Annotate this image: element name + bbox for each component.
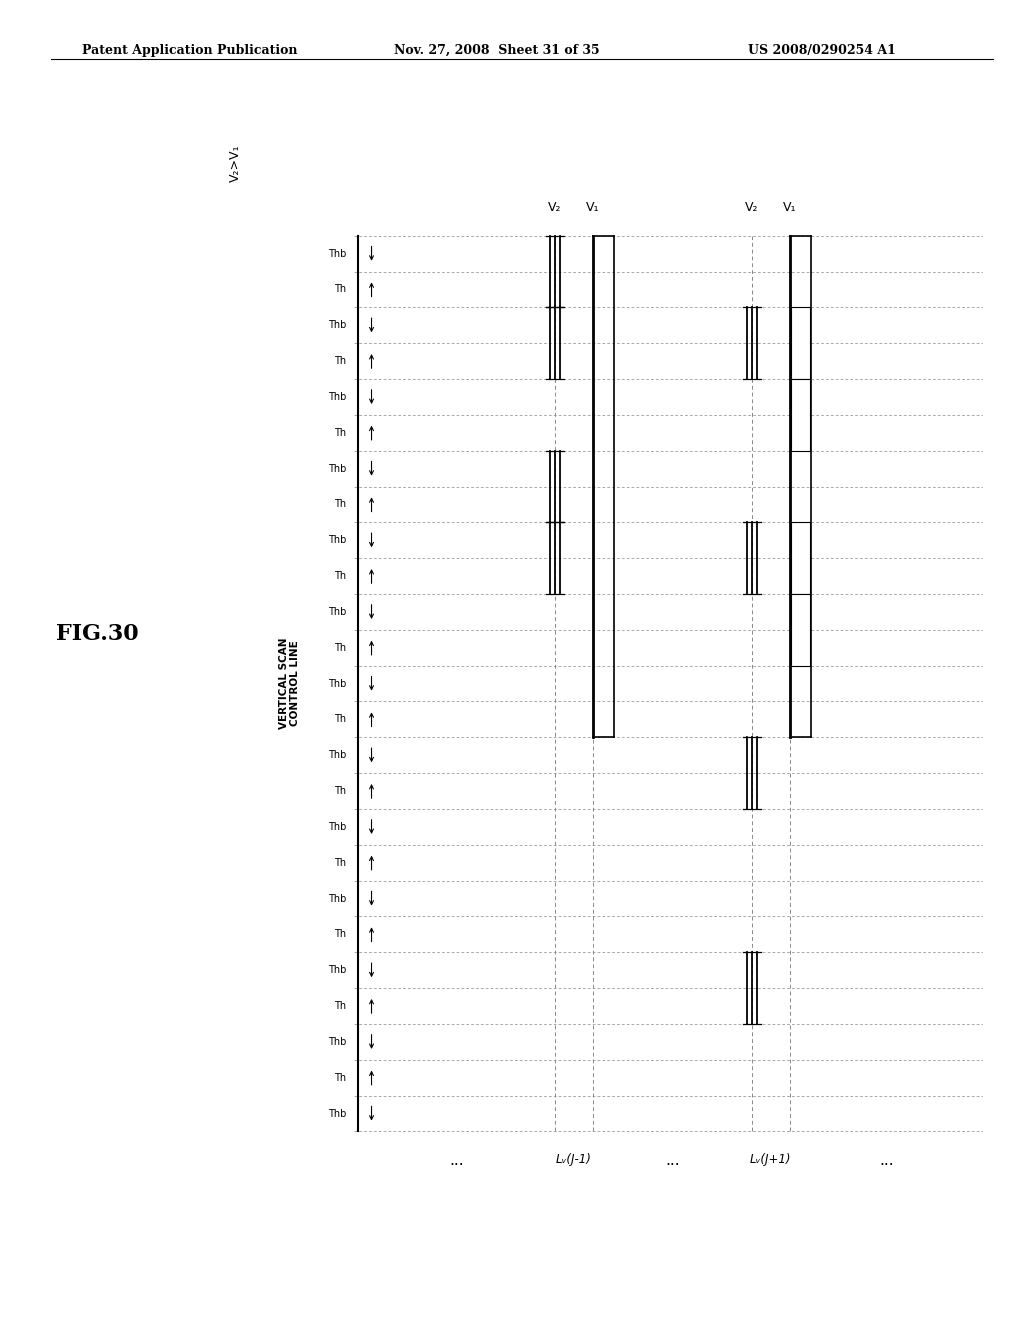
Bar bbox=[792, 308, 810, 379]
Text: Th: Th bbox=[335, 714, 346, 725]
Text: Lᵥ(J+1): Lᵥ(J+1) bbox=[751, 1152, 792, 1166]
Text: Thb: Thb bbox=[328, 607, 346, 616]
Text: V₁: V₁ bbox=[783, 201, 797, 214]
Text: Thb: Thb bbox=[328, 678, 346, 689]
Text: Th: Th bbox=[335, 499, 346, 510]
Text: Th: Th bbox=[335, 785, 346, 796]
Text: Th: Th bbox=[335, 643, 346, 653]
Text: ...: ... bbox=[665, 1152, 680, 1168]
Text: Th: Th bbox=[335, 356, 346, 366]
Text: Thb: Thb bbox=[328, 965, 346, 975]
Text: Thb: Thb bbox=[328, 1109, 346, 1118]
Bar bbox=[792, 379, 810, 450]
Text: US 2008/0290254 A1: US 2008/0290254 A1 bbox=[748, 44, 895, 57]
Text: Lᵥ(J-1): Lᵥ(J-1) bbox=[556, 1152, 592, 1166]
Text: V₂>V₁: V₂>V₁ bbox=[229, 144, 242, 182]
Text: Th: Th bbox=[335, 1073, 346, 1082]
Text: Thb: Thb bbox=[328, 321, 346, 330]
Text: Thb: Thb bbox=[328, 392, 346, 403]
Text: ...: ... bbox=[880, 1152, 894, 1168]
Text: Thb: Thb bbox=[328, 1036, 346, 1047]
Text: FIG.30: FIG.30 bbox=[56, 623, 139, 644]
Text: Th: Th bbox=[335, 428, 346, 438]
Text: Th: Th bbox=[335, 929, 346, 940]
Text: Patent Application Publication: Patent Application Publication bbox=[82, 44, 297, 57]
Text: Th: Th bbox=[335, 1001, 346, 1011]
Text: VERTICAL SCAN
CONTROL LINE: VERTICAL SCAN CONTROL LINE bbox=[279, 638, 300, 730]
Text: Nov. 27, 2008  Sheet 31 of 35: Nov. 27, 2008 Sheet 31 of 35 bbox=[394, 44, 600, 57]
Text: Thb: Thb bbox=[328, 535, 346, 545]
Text: Thb: Thb bbox=[328, 822, 346, 832]
Text: V₂: V₂ bbox=[745, 201, 759, 214]
Bar bbox=[792, 594, 810, 665]
Bar bbox=[792, 523, 810, 594]
Text: Thb: Thb bbox=[328, 894, 346, 904]
Text: Th: Th bbox=[335, 572, 346, 581]
Text: V₁: V₁ bbox=[586, 201, 599, 214]
Text: Thb: Thb bbox=[328, 248, 346, 259]
Text: V₂: V₂ bbox=[548, 201, 561, 214]
Text: Thb: Thb bbox=[328, 463, 346, 474]
Text: ...: ... bbox=[450, 1152, 464, 1168]
Text: Thb: Thb bbox=[328, 750, 346, 760]
Text: Th: Th bbox=[335, 858, 346, 867]
Text: Th: Th bbox=[335, 284, 346, 294]
